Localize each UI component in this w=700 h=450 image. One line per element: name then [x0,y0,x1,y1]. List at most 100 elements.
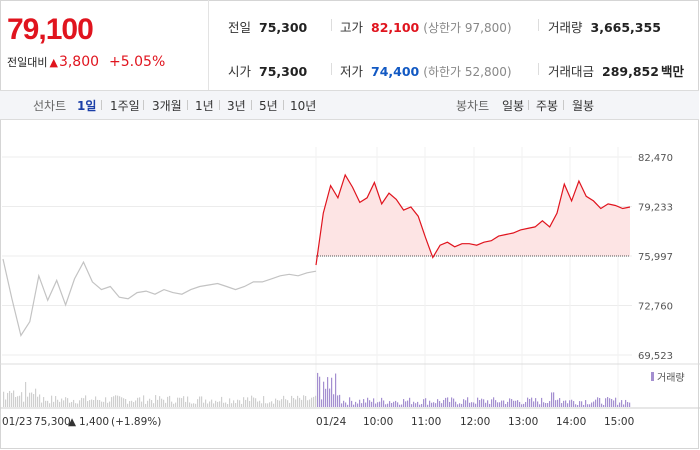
volume-bar [49,403,51,407]
volume-bars [3,372,631,407]
amount-label: 거래대금 [548,64,595,79]
volume-bar [241,403,243,407]
volume-bar [401,404,403,407]
volume-bar [439,401,441,407]
volume-bar [483,399,485,407]
volume-bar [513,400,515,407]
volume-bar [229,398,231,407]
volume-bar [289,402,291,407]
volume-stat: 거래량 3,665,355 [548,17,661,36]
volume-bar [465,400,467,407]
volume-bar [293,398,295,407]
volume-bar [353,404,355,407]
volume-bar [255,398,257,407]
tab-1d[interactable]: 1일 [77,99,97,113]
volume-bar [269,402,271,407]
prev-day-close: 75,300 [34,416,71,428]
candle-chart-label: 봉차트 [456,99,490,113]
volume-bar [219,401,221,407]
volume-bar [571,399,573,407]
divider [538,19,539,31]
volume-bar [309,399,311,407]
volume-bar [381,397,383,407]
volume-bar [365,402,367,407]
prev-close-value: 75,300 [259,20,308,35]
tab-monthly-candle[interactable]: 월봉 [572,99,595,113]
volume-bar [471,402,473,407]
tab-10y[interactable]: 10년 [290,99,317,113]
volume-bar [265,403,267,407]
x-tick-label: 13:00 [508,416,538,428]
volume-label: 거래량 [548,20,583,35]
volume-bar [87,401,89,407]
line-chart-label: 선차트 [33,99,67,113]
tab-1y[interactable]: 1년 [195,99,214,113]
volume-bar [95,396,97,407]
tab-3m[interactable]: 3개월 [152,99,182,113]
volume-bar [187,396,189,407]
volume-bar [299,397,301,407]
volume-bar [423,399,425,407]
tab-5y[interactable]: 5년 [259,99,278,113]
volume-bar [315,395,317,407]
volume-bar [317,372,319,407]
volume-bar [623,404,625,407]
volume-bar [627,402,629,407]
volume-bar [105,397,107,407]
lower-limit-value: (하한가 52,800) [423,65,512,79]
volume-bar [21,392,23,407]
volume-bar [273,403,275,407]
volume-bar [487,400,489,407]
current-price-box: 79,100 전일대비 ▲ 3,800 +5.05% [0,0,208,90]
open-stat: 시가 75,300 [228,61,307,80]
divider [187,100,188,110]
volume-bar [507,401,509,407]
volume-bar [443,399,445,407]
volume-bar [431,402,433,407]
today-date: 01/24 [316,416,347,428]
tab-3y[interactable]: 3년 [227,99,246,113]
volume-bar [65,397,67,407]
volume-bar [135,400,137,407]
volume-bar [473,402,475,407]
high-label: 고가 [340,20,364,35]
y-tick-label: 75,997 [638,252,673,263]
volume-bar [387,403,389,407]
volume-bar [235,403,237,407]
volume-bar [595,399,597,407]
tab-1w[interactable]: 1주일 [110,99,140,113]
volume-bar [447,397,449,407]
volume-bar [207,403,209,407]
volume-value: 3,665,355 [590,20,661,35]
x-tick-label: 15:00 [604,416,634,428]
volume-bar [497,402,499,407]
volume-bar [279,400,281,407]
volume-legend-swatch [651,372,654,381]
volume-bar [313,396,315,407]
volume-bar [253,397,255,407]
volume-bar [339,394,341,407]
volume-bar [267,403,269,407]
volume-bar [609,398,611,407]
volume-bar [561,403,563,407]
volume-bar [311,397,313,407]
volume-bar [283,395,285,407]
volume-bar [189,402,191,407]
tab-weekly-candle[interactable]: 주봉 [536,99,559,113]
high-value: 82,100 [371,20,420,35]
volume-bar [33,394,35,407]
volume-bar [601,403,603,407]
volume-bar [153,403,155,407]
volume-bar [553,392,555,407]
volume-bar [63,400,65,407]
volume-bar [271,401,273,407]
volume-bar [251,395,253,407]
chart-grid [0,147,700,409]
tab-daily-candle[interactable]: 일봉 [502,99,525,113]
open-label: 시가 [228,64,252,79]
volume-bar [147,400,149,407]
volume-bar [391,402,393,407]
volume-bar [389,401,391,407]
volume-bar [409,397,411,407]
volume-bar [347,404,349,407]
